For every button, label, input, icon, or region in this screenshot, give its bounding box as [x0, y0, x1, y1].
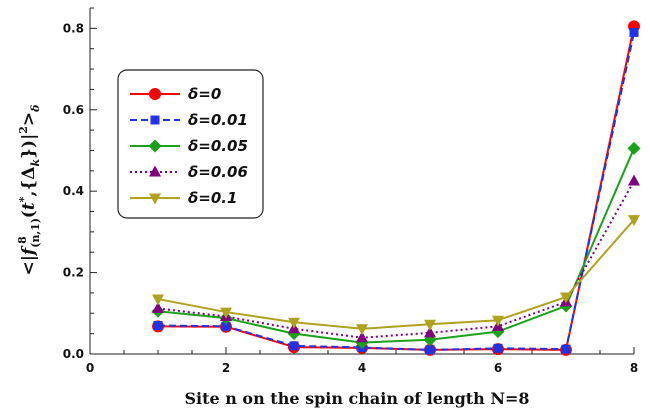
legend-item: δ=0.1 [130, 189, 237, 207]
legend: δ=0 δ=0.01 δ=0.05 δ=0.06 δ=0.1 [117, 69, 264, 219]
data-point [221, 321, 231, 331]
legend-swatch-marker [149, 88, 161, 100]
y-tick-label: 0.0 [63, 347, 84, 361]
data-point [356, 331, 368, 343]
series-line [157, 32, 635, 351]
legend-label: δ=0.1 [188, 189, 237, 207]
legend-swatch-marker [148, 139, 162, 153]
data-point [628, 174, 640, 186]
data-point [152, 301, 164, 313]
y-tick-label: 0.8 [63, 21, 84, 35]
data-point [493, 343, 503, 353]
data-point [425, 345, 435, 355]
legend-label: δ=0.05 [188, 137, 248, 155]
x-tick-label: 0 [86, 361, 94, 375]
data-point [288, 317, 300, 329]
y-tick-label: 0.4 [63, 184, 84, 198]
data-point [153, 321, 163, 331]
data-point [152, 294, 164, 306]
data-point [627, 141, 641, 155]
data-point [356, 324, 368, 336]
legend-item: δ=0.05 [130, 137, 248, 155]
legend-swatch-marker [150, 115, 160, 125]
series-line [157, 148, 635, 344]
legend-swatch-marker [149, 165, 161, 177]
data-point [424, 319, 436, 331]
data-point [629, 27, 639, 37]
x-tick-label: 6 [494, 361, 502, 375]
series-line [157, 219, 635, 330]
svg-text:<|f(n,1)8(t*,{Δk})|2>δ: <|f(n,1)8(t*,{Δk})|2>δ [16, 104, 42, 275]
data-point [628, 215, 640, 227]
series-4 [152, 215, 640, 336]
data-point [492, 315, 504, 327]
y-axis-label: <|f(n,1)8(t*,{Δk})|2>δ [16, 104, 42, 275]
data-point [560, 292, 572, 304]
data-point [220, 307, 232, 319]
series-line [157, 180, 635, 339]
x-tick-label: 2 [222, 361, 230, 375]
legend-item: δ=0.01 [130, 111, 248, 129]
legend-swatch-marker [149, 193, 161, 205]
legend-label: δ=0.06 [188, 163, 248, 181]
data-point [424, 326, 436, 338]
legend-label: δ=0 [188, 85, 221, 103]
data-point [289, 341, 299, 351]
legend-item: δ=0 [130, 85, 221, 103]
y-tick-label: 0.6 [63, 103, 84, 117]
x-tick-label: 4 [358, 361, 366, 375]
series-layer [151, 20, 641, 356]
legend-box [117, 69, 264, 219]
legend-label: δ=0.01 [188, 111, 248, 129]
x-axis-label: Site n on the spin chain of length N=8 [184, 389, 529, 408]
legend-item: δ=0.06 [130, 163, 248, 181]
y-tick-label: 0.2 [63, 266, 84, 280]
data-point [561, 344, 571, 354]
x-tick-label: 8 [630, 361, 638, 375]
